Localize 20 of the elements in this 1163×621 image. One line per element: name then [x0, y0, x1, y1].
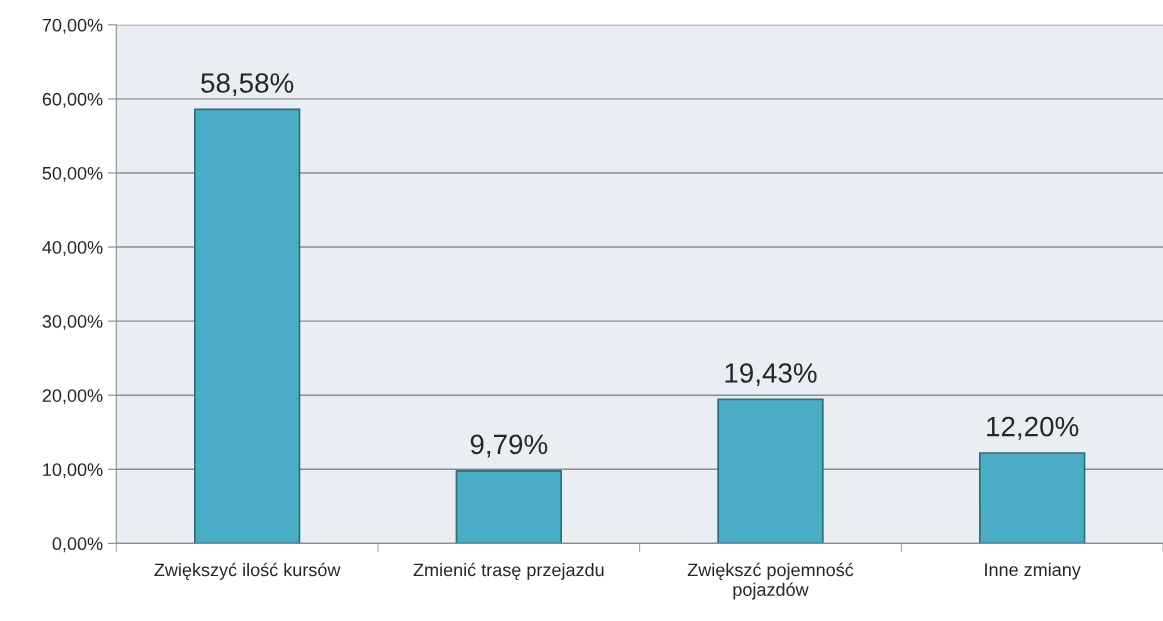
- y-tick-label: 20,00%: [42, 389, 103, 405]
- data-label: 58,58%: [201, 73, 294, 97]
- y-tick-label: 60,00%: [42, 92, 103, 108]
- bar: [193, 108, 301, 544]
- bar: [455, 470, 562, 544]
- data-label: 12,20%: [987, 416, 1079, 440]
- bar: [978, 452, 1086, 544]
- y-tick-label: 50,00%: [42, 166, 103, 182]
- x-tick-label: Zwiększyć ilość kursów: [154, 562, 341, 580]
- y-tick-label: 10,00%: [43, 463, 103, 479]
- x-tick-label: Zwiększć pojemność pojazdów: [687, 562, 854, 600]
- data-label: 9,79%: [470, 434, 548, 458]
- bar: [717, 398, 824, 544]
- y-tick-label: 30,00%: [42, 315, 103, 330]
- x-tick-label: Zmienić trasę przejazdu: [413, 562, 604, 580]
- y-tick-label: 70,00%: [42, 18, 103, 34]
- data-label: 19,43%: [725, 363, 817, 387]
- y-tick-label: 40,00%: [42, 241, 103, 256]
- y-tick-label: 0,00%: [52, 537, 103, 553]
- x-tick-label: Inne zmiany: [985, 562, 1081, 580]
